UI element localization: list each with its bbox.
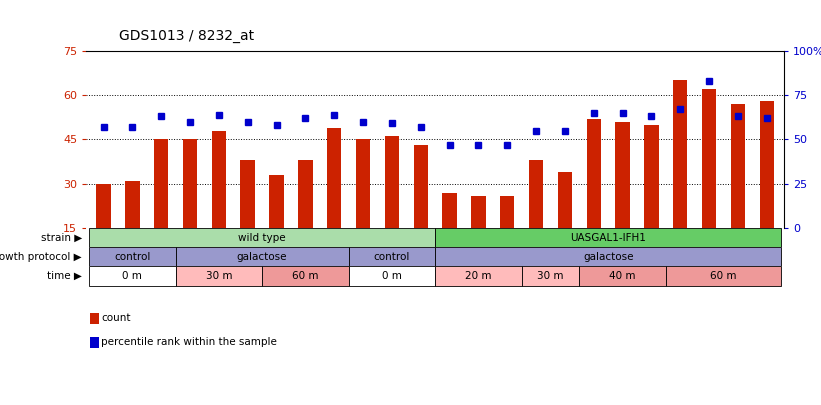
Bar [500, 196, 515, 228]
Bar [414, 145, 428, 228]
Text: GDS1013 / 8232_at: GDS1013 / 8232_at [119, 28, 255, 43]
Text: 0 m: 0 m [382, 271, 401, 281]
Text: 60 m: 60 m [710, 271, 736, 281]
Bar [96, 184, 111, 228]
Bar [298, 160, 313, 228]
Bar [702, 89, 716, 228]
Text: galactose: galactose [237, 252, 287, 262]
Bar [241, 160, 255, 228]
Bar [443, 193, 456, 228]
Bar [385, 136, 399, 228]
Bar [586, 119, 601, 228]
Bar [349, 266, 435, 286]
Text: UASGAL1-IFH1: UASGAL1-IFH1 [571, 233, 646, 243]
Bar [125, 181, 140, 228]
Bar [666, 266, 781, 286]
Text: growth protocol ▶: growth protocol ▶ [0, 252, 82, 262]
Bar [731, 104, 745, 228]
Bar [89, 266, 176, 286]
Bar [355, 139, 370, 228]
Bar [89, 247, 176, 266]
Text: strain ▶: strain ▶ [41, 233, 82, 243]
Bar [580, 266, 666, 286]
Bar [183, 139, 197, 228]
Bar [349, 247, 435, 266]
Text: count: count [101, 313, 131, 323]
Bar [521, 266, 580, 286]
Bar [557, 172, 572, 228]
Text: 60 m: 60 m [292, 271, 319, 281]
Bar [176, 247, 349, 266]
Bar [89, 228, 435, 247]
Text: time ▶: time ▶ [48, 271, 82, 281]
Text: galactose: galactose [583, 252, 633, 262]
Bar [471, 196, 485, 228]
Bar [435, 266, 521, 286]
Text: control: control [374, 252, 410, 262]
Bar [212, 130, 226, 228]
Bar [435, 247, 781, 266]
Bar [269, 175, 284, 228]
Text: 20 m: 20 m [466, 271, 492, 281]
Text: 30 m: 30 m [205, 271, 232, 281]
Bar [327, 128, 342, 228]
Bar [154, 139, 168, 228]
Text: 30 m: 30 m [537, 271, 564, 281]
Bar [673, 80, 687, 228]
Text: 40 m: 40 m [609, 271, 635, 281]
Text: wild type: wild type [238, 233, 286, 243]
Text: control: control [114, 252, 150, 262]
Bar [262, 266, 349, 286]
Bar [176, 266, 262, 286]
Text: 0 m: 0 m [122, 271, 142, 281]
Bar [529, 160, 544, 228]
Bar [616, 122, 630, 228]
Text: percentile rank within the sample: percentile rank within the sample [101, 337, 277, 347]
Bar [759, 101, 774, 228]
Bar [644, 125, 658, 228]
Bar [435, 228, 781, 247]
